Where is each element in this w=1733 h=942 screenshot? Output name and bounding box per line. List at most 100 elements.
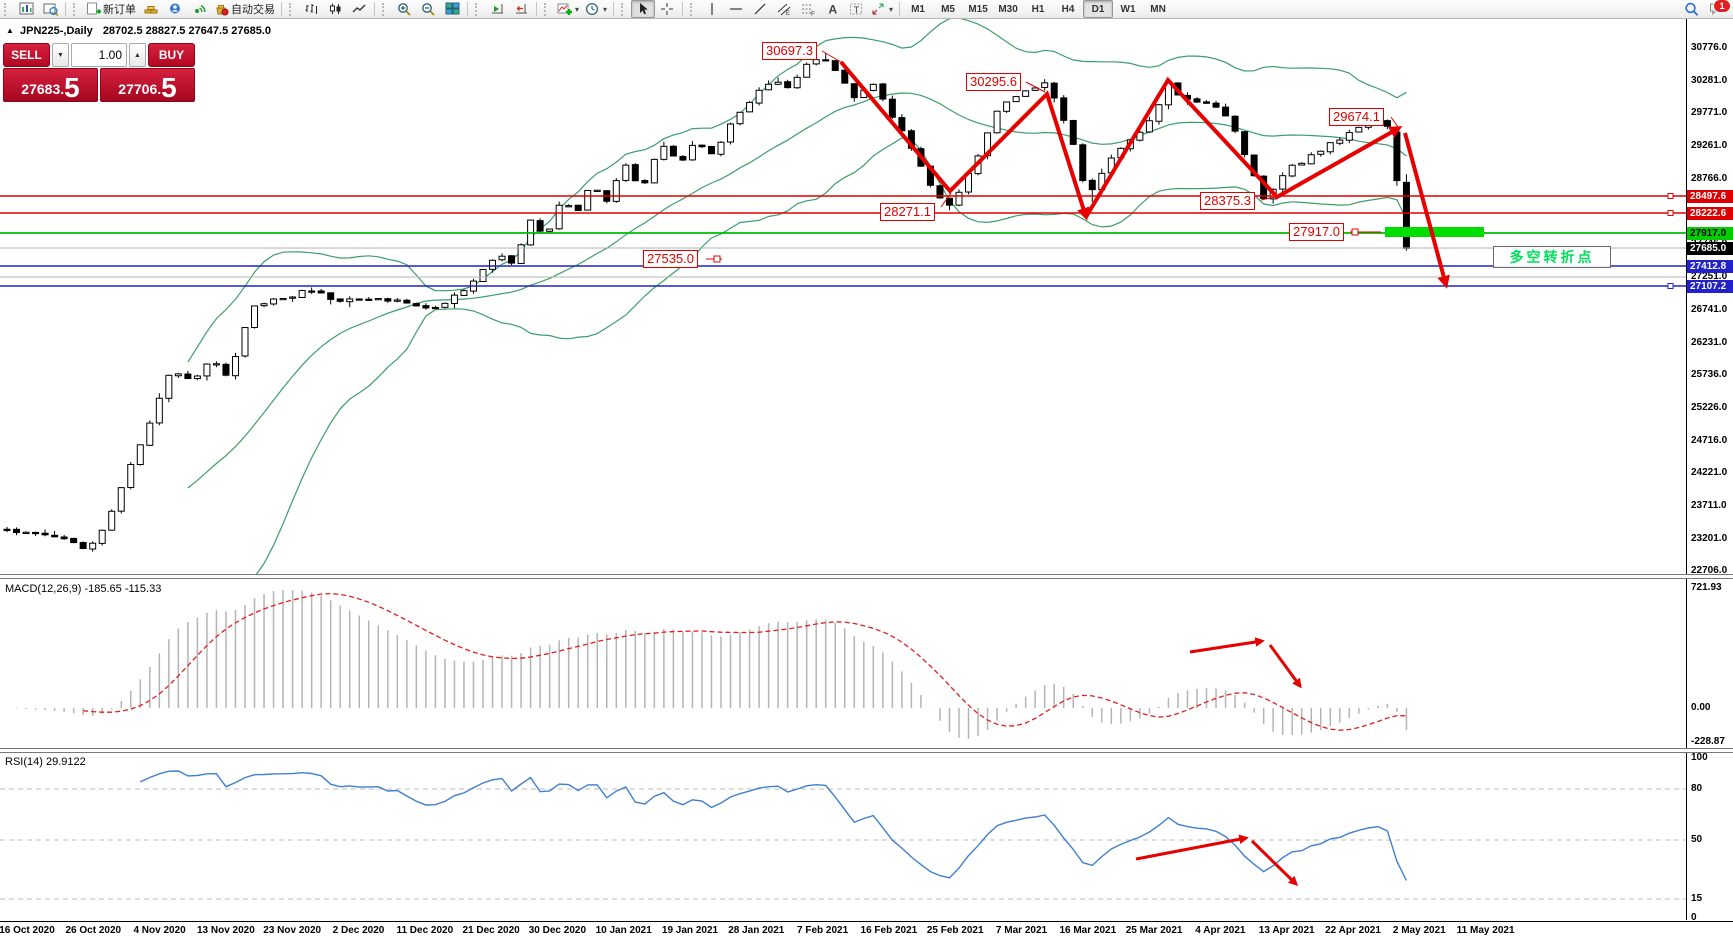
search-icon <box>1684 2 1699 16</box>
price-annotation-30295.6[interactable]: 30295.6 <box>966 73 1021 91</box>
collapse-panel-icon[interactable]: ▲ <box>6 26 14 35</box>
buy-price-box[interactable]: 27706. 5 <box>100 68 195 102</box>
price-tag-27685.0: 27685.0 <box>1687 241 1733 255</box>
zoom-in-button[interactable] <box>392 0 416 18</box>
timeframe-m30-button[interactable]: M30 <box>998 3 1018 15</box>
price-annotation-27917.0[interactable]: 27917.0 <box>1289 223 1344 241</box>
symbol-title[interactable]: ▲ JPN225-,Daily 28702.5 28827.5 27647.5 … <box>6 25 271 37</box>
tile-windows-button[interactable] <box>440 0 464 18</box>
community-button[interactable] <box>163 0 187 18</box>
toolbar-grip[interactable] <box>690 2 697 16</box>
price-axis-label: 29771.0 <box>1691 107 1728 118</box>
svg-text:A: A <box>828 3 837 17</box>
zoom-out-button[interactable] <box>416 0 440 18</box>
toolbar-grip[interactable] <box>475 2 482 16</box>
price-annotation-29674.1[interactable]: 29674.1 <box>1329 108 1384 126</box>
timeframe-d1-button[interactable]: D1 <box>1083 0 1114 18</box>
indicators-button[interactable]: ▾ <box>554 0 582 18</box>
sell-price-box[interactable]: 27683. 5 <box>3 68 98 102</box>
auto-scroll-icon <box>490 2 505 16</box>
horizontal-line-tool-button[interactable] <box>724 0 748 18</box>
volume-down-button[interactable]: ▼ <box>52 43 69 67</box>
chart-profiles-button[interactable] <box>38 0 62 18</box>
date-label: 13 Apr 2021 <box>1258 925 1315 936</box>
market-watch-button[interactable] <box>139 0 163 18</box>
channel-tool-icon: E <box>777 2 792 16</box>
price-axis-label: 27251.0 <box>1691 271 1728 282</box>
candle-chart-mode-button[interactable] <box>323 0 347 18</box>
sell-button[interactable]: SELL <box>3 43 50 67</box>
autotrading-button[interactable]: 自动交易 <box>211 0 278 18</box>
toolbar-grip[interactable] <box>621 2 628 16</box>
indicators-dropdown-icon[interactable]: ▾ <box>575 4 580 14</box>
date-label: 25 Mar 2021 <box>1125 925 1183 936</box>
signals-button[interactable] <box>187 0 211 18</box>
time-axis[interactable]: 16 Oct 2020 26 Oct 2020 4 Nov 2020 13 Nov 2… <box>0 921 1733 942</box>
macd-pane-separator[interactable] <box>0 574 1733 579</box>
arrows-tool-button[interactable]: ▾ <box>868 0 896 18</box>
volume-input[interactable] <box>71 43 127 67</box>
vertical-line-tool-button[interactable] <box>700 0 724 18</box>
date-label: 22 Apr 2021 <box>1325 925 1381 936</box>
text-tool-button[interactable]: A <box>820 0 844 18</box>
turning-point-note[interactable]: 多空转折点 <box>1493 246 1611 268</box>
arrows-tool-dropdown-icon[interactable]: ▾ <box>889 4 894 14</box>
toolbar-grip[interactable] <box>289 2 296 16</box>
fibonacci-tool-button[interactable]: F <box>796 0 820 18</box>
price-annotation-27535.0[interactable]: 27535.0 <box>643 250 698 268</box>
toolbar-separator <box>682 2 684 16</box>
price-axis-label: 26231.0 <box>1691 337 1728 348</box>
price-annotation-28375.3[interactable]: 28375.3 <box>1200 192 1255 210</box>
new-order-label: 新订单 <box>103 4 136 16</box>
rsi-pane-separator[interactable] <box>0 748 1733 753</box>
volume-up-button[interactable]: ▲ <box>129 43 146 67</box>
toolbar-grip[interactable] <box>4 2 11 16</box>
crosshair-button[interactable] <box>655 0 679 18</box>
timeframe-h1-button[interactable]: H1 <box>1031 3 1045 15</box>
date-label: 10 Jan 2021 <box>595 925 652 936</box>
new-order-button[interactable]: 新订单 <box>83 0 139 18</box>
price-axis[interactable]: 30776.030281.029771.029261.028766.027746… <box>1687 18 1733 923</box>
macd-axis-label: 0.00 <box>1691 702 1711 713</box>
chart-shift-button[interactable] <box>509 0 533 18</box>
trendline-tool-button[interactable] <box>748 0 772 18</box>
price-annotation-30697.3[interactable]: 30697.3 <box>762 42 817 60</box>
new-chart-button[interactable] <box>14 0 38 18</box>
search-button[interactable] <box>1679 0 1703 18</box>
periods-dropdown-icon[interactable]: ▾ <box>603 4 608 14</box>
toolbar-grip[interactable] <box>382 2 389 16</box>
toolbar-grip[interactable] <box>544 2 551 16</box>
autotrading-icon <box>214 2 229 16</box>
cursor-button[interactable] <box>631 0 656 18</box>
timeframe-m5-button[interactable]: M5 <box>941 3 955 15</box>
symbol-name: JPN225-,Daily <box>19 25 93 37</box>
timeframe-mn-button[interactable]: MN <box>1150 3 1166 15</box>
line-chart-mode-button[interactable] <box>347 0 371 18</box>
channel-tool-button[interactable]: E <box>772 0 796 18</box>
text-label-tool-button[interactable]: T <box>844 0 868 18</box>
trendline-tool-icon <box>753 2 768 16</box>
fibonacci-tool-icon: F <box>801 2 816 16</box>
notifications-button[interactable]: 1 <box>1709 0 1731 17</box>
periods-button[interactable]: ▾ <box>582 0 610 18</box>
toolbar-grip[interactable] <box>73 2 80 16</box>
price-axis-label: 26741.0 <box>1691 304 1728 315</box>
new-chart-icon <box>19 2 34 16</box>
auto-scroll-button[interactable] <box>485 0 509 18</box>
svg-text:F: F <box>811 11 815 17</box>
buy-button[interactable]: BUY <box>148 43 195 67</box>
bar-chart-mode-button[interactable] <box>299 0 323 18</box>
timeframe-m15-button[interactable]: M15 <box>968 3 988 15</box>
date-label: 4 Nov 2020 <box>133 925 186 936</box>
buy-price: 27706. <box>118 81 162 97</box>
vertical-line-tool-icon <box>705 2 720 16</box>
timeframe-h4-button[interactable]: H4 <box>1061 3 1075 15</box>
price-axis-label: 29261.0 <box>1691 140 1728 151</box>
toolbar: 新订单 自动交易 ▾ ▾ E F A T ▾ M1 M5 M15 M30 H1 H4 D1 W1 MN 1 <box>0 0 1733 19</box>
timeframe-w1-button[interactable]: W1 <box>1120 3 1136 15</box>
date-label: 16 Mar 2021 <box>1059 925 1117 936</box>
date-label: 7 Mar 2021 <box>995 925 1048 936</box>
timeframe-m1-button[interactable]: M1 <box>911 3 925 15</box>
price-annotation-28271.1[interactable]: 28271.1 <box>880 203 935 221</box>
